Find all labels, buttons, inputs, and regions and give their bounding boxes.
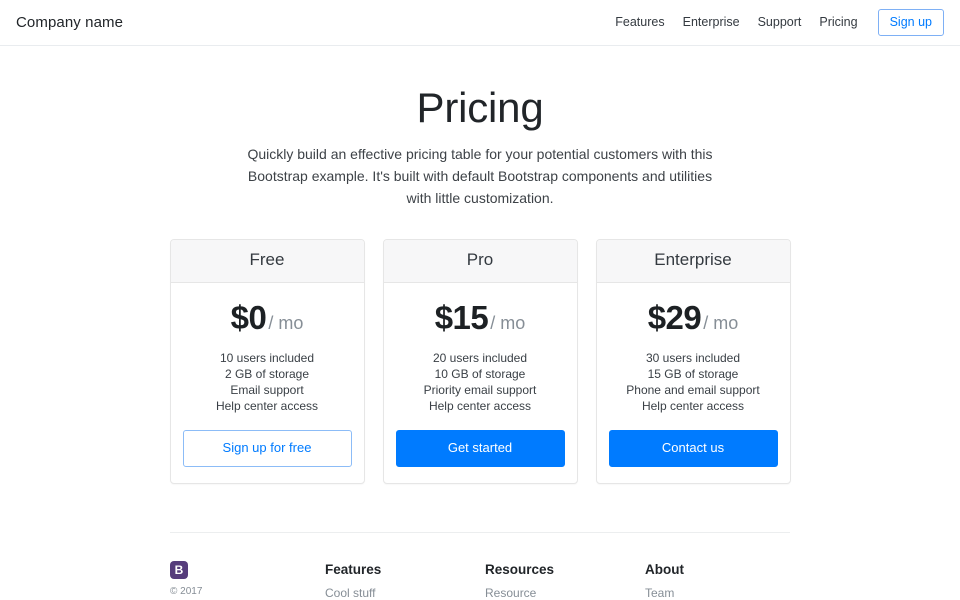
footer-link[interactable]: Team [645, 586, 675, 600]
footer-column-heading: Resources [485, 561, 555, 577]
plan-name: Enterprise [654, 250, 732, 270]
feature-item: 10 users included [219, 350, 315, 365]
footer-column-heading: Features [325, 561, 382, 577]
footer-column-heading: About [645, 561, 684, 577]
card-header: Pro [383, 240, 577, 283]
sign-up-button[interactable]: Sign up [877, 8, 944, 37]
plan-price: $15/ mo [396, 301, 565, 334]
bootstrap-logo-icon: B [170, 560, 188, 579]
price-amount: $0 [230, 298, 267, 336]
nav-link-enterprise[interactable]: Enterprise [682, 15, 740, 30]
feature-item: Help center access [215, 398, 319, 413]
list-item: Resource [485, 585, 645, 600]
pricing-card-enterprise: Enterprise $29/ mo 30 users included 15 … [595, 239, 791, 484]
nav-link-features[interactable]: Features [615, 15, 665, 30]
card-header: Enterprise [596, 240, 790, 283]
nav-link-pricing[interactable]: Pricing [819, 15, 858, 30]
footer-column-about: About Team Locations Privacy Terms [645, 561, 805, 600]
card-body: $0/ mo 10 users included 2 GB of storage… [171, 283, 364, 483]
plan-cta-button[interactable]: Contact us [608, 429, 778, 467]
main-navigation: Features Enterprise Support Pricing Sign… [606, 8, 944, 37]
feature-item: 15 GB of storage [647, 366, 739, 381]
card-header: Free [170, 240, 364, 283]
pricing-card-pro: Pro $15/ mo 20 users included 10 GB of s… [382, 239, 578, 484]
plan-feature-list: 20 users included 10 GB of storage Prior… [396, 350, 565, 414]
price-period: / mo [268, 312, 304, 333]
price-period: / mo [703, 312, 739, 333]
page-lead: Quickly build an effective pricing table… [247, 146, 713, 206]
plan-name: Free [249, 250, 285, 270]
plan-feature-list: 10 users included 2 GB of storage Email … [183, 350, 352, 414]
price-amount: $15 [434, 298, 489, 336]
feature-item: 30 users included [645, 350, 741, 365]
feature-item: 10 GB of storage [434, 366, 526, 381]
footer-link[interactable]: Cool stuff [325, 586, 376, 600]
price-period: / mo [490, 312, 526, 333]
pricing-card-free: Free $0/ mo 10 users included 2 GB of st… [169, 239, 365, 484]
footer-link-list: Team Locations Privacy Terms [645, 585, 805, 600]
site-footer: B © 2017 Features Cool stuff Random feat… [170, 531, 790, 600]
page-title: Pricing [416, 84, 544, 131]
footer-column-resources: Resources Resource Resource name Another… [485, 561, 645, 600]
copyright-text: © 2017 [170, 585, 203, 597]
plan-cta-button[interactable]: Get started [395, 429, 565, 467]
brand-name[interactable]: Company name [16, 14, 124, 31]
feature-item: 20 users included [432, 350, 528, 365]
feature-item: Help center access [428, 398, 532, 413]
pricing-card-deck: Free $0/ mo 10 users included 2 GB of st… [0, 239, 960, 484]
pricing-hero: Pricing Quickly build an effective prici… [240, 46, 720, 209]
plan-name: Pro [466, 250, 494, 270]
footer-brand: B © 2017 [170, 560, 325, 598]
plan-price: $29/ mo [609, 301, 778, 334]
site-header: Company name Features Enterprise Support… [0, 0, 960, 46]
price-amount: $29 [647, 298, 702, 336]
list-item: Team [645, 585, 805, 600]
list-item: Cool stuff [325, 585, 485, 600]
footer-link[interactable]: Resource [485, 586, 537, 600]
feature-item: Help center access [641, 398, 745, 413]
card-body: $29/ mo 30 users included 15 GB of stora… [597, 283, 790, 483]
footer-link-list: Cool stuff Random feature Team feature S… [325, 585, 485, 600]
footer-link-list: Resource Resource name Another resource … [485, 585, 645, 600]
feature-item: Priority email support [423, 382, 537, 397]
nav-link-support[interactable]: Support [757, 15, 802, 30]
plan-cta-button[interactable]: Sign up for free [182, 429, 352, 467]
card-body: $15/ mo 20 users included 10 GB of stora… [384, 283, 577, 483]
feature-item: Phone and email support [626, 382, 760, 397]
feature-item: 2 GB of storage [224, 366, 310, 381]
plan-price: $0/ mo [183, 301, 352, 334]
plan-feature-list: 30 users included 15 GB of storage Phone… [609, 350, 778, 414]
footer-column-features: Features Cool stuff Random feature Team … [325, 561, 485, 600]
feature-item: Email support [230, 382, 304, 397]
